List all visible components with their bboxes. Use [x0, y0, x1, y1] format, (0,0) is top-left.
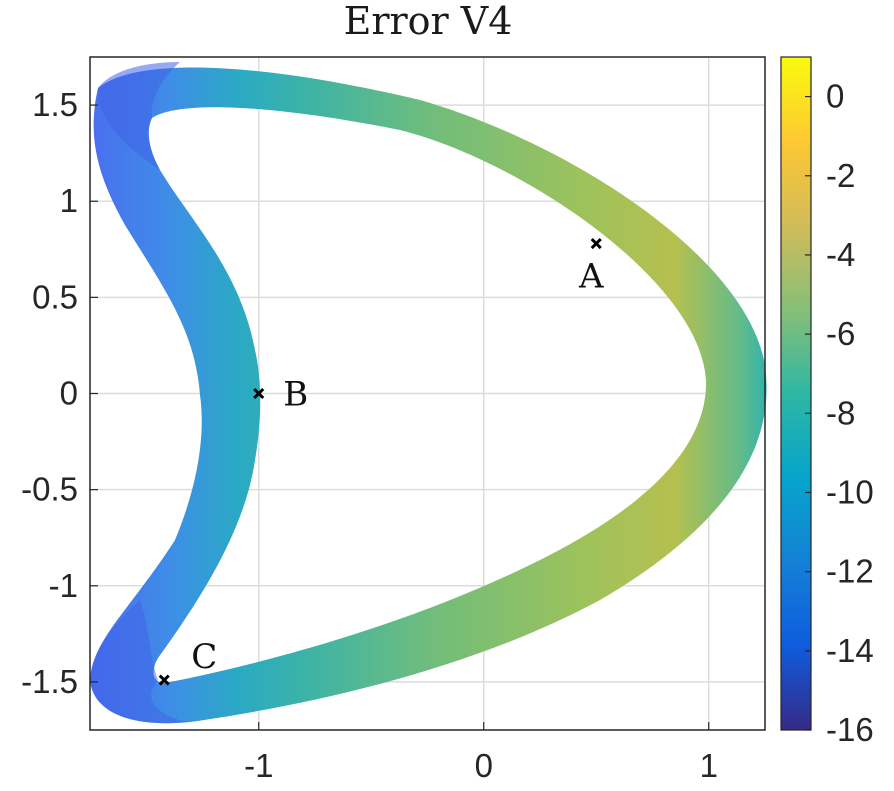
- error-band: [90, 62, 767, 724]
- colorbar-tick-label: -2: [826, 157, 855, 194]
- colorbar-ticks: 0 -2 -4 -6 -8 -10 -12 -14 -16: [805, 78, 874, 748]
- y-tick-label: 0: [60, 375, 78, 412]
- y-tick-label: 1: [60, 182, 78, 219]
- colorbar-tick-label: -16: [826, 711, 874, 748]
- x-axis-ticks: -1 0 1: [244, 722, 718, 784]
- colorbar-tick-label: -12: [826, 553, 874, 590]
- chart-title: Error V4: [344, 0, 513, 43]
- colorbar-tick-label: -10: [826, 473, 874, 510]
- colorbar-tick-label: -6: [826, 315, 855, 352]
- colorbar-tick-label: -4: [826, 236, 855, 273]
- x-tick-label: -1: [244, 747, 273, 784]
- plot-area: A B C: [89, 56, 767, 731]
- colorbar-gradient: [780, 56, 812, 731]
- cross-marker: [253, 387, 265, 400]
- annotation-b: B: [253, 375, 308, 415]
- annotation-label: A: [578, 257, 604, 297]
- annotation-c: C: [158, 637, 217, 686]
- annotation-label: B: [283, 375, 308, 415]
- y-tick-label: -1: [49, 567, 78, 604]
- y-tick-label: -1.5: [21, 663, 78, 700]
- x-tick-label: 0: [475, 747, 493, 784]
- x-tick-label: 1: [700, 747, 718, 784]
- annotation-a: A: [578, 237, 604, 297]
- colorbar-tick-label: -8: [826, 394, 855, 431]
- y-tick-label: -0.5: [21, 471, 78, 508]
- annotation-markers: A B C: [158, 237, 604, 686]
- colorbar-tick-label: 0: [826, 78, 844, 115]
- y-axis-ticks: 1.5 1 0.5 0 -0.5 -1 -1.5: [21, 86, 98, 700]
- cross-marker: [158, 674, 170, 686]
- y-tick-label: 1.5: [32, 86, 78, 123]
- cross-marker: [590, 237, 602, 250]
- colorbar-tick-label: -14: [826, 632, 874, 669]
- y-tick-label: 0.5: [32, 278, 78, 315]
- band-outer-shape: [90, 67, 767, 724]
- band-rim-shading: [97, 62, 180, 170]
- band-rim-shading-lower: [90, 600, 190, 724]
- colorbar: 0 -2 -4 -6 -8 -10 -12 -14 -16: [780, 56, 874, 748]
- annotation-label: C: [191, 637, 217, 677]
